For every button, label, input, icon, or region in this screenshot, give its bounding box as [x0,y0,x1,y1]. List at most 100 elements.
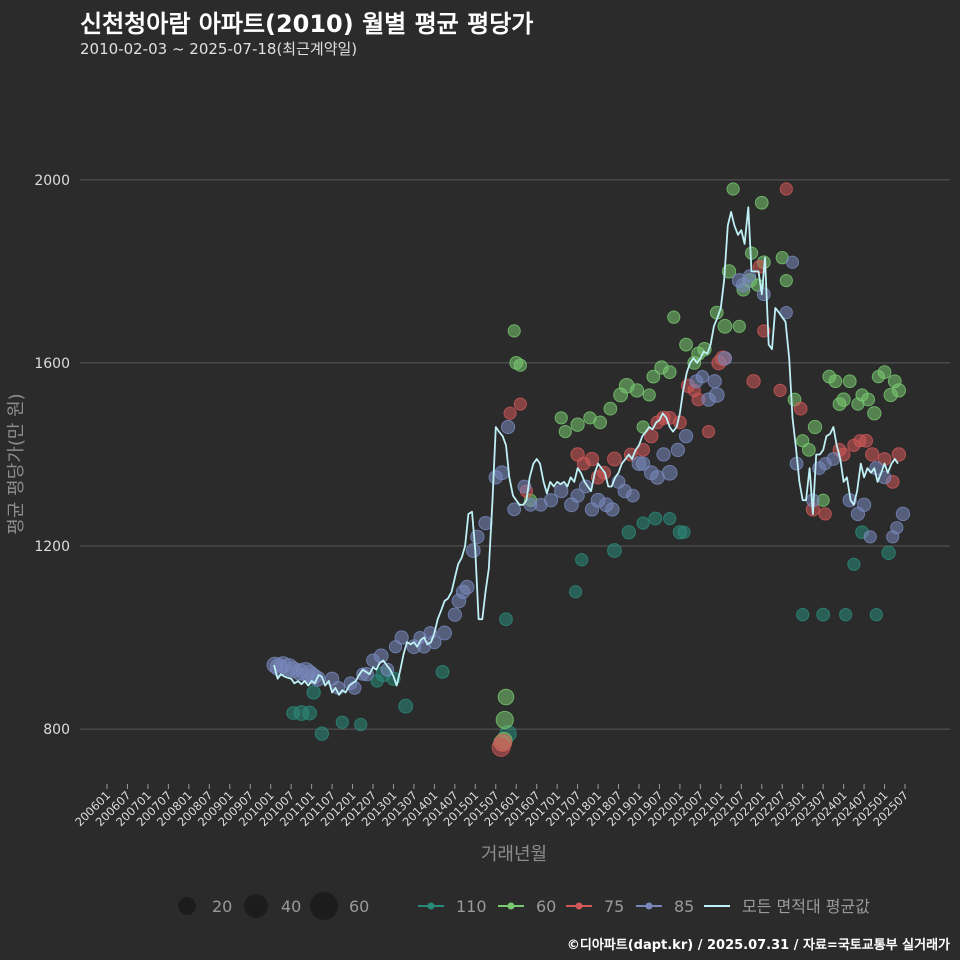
point-85-17 [373,648,389,664]
y-tick-label-2000: 2000 [34,173,70,189]
point-110-20 [663,511,677,526]
point-110-2 [302,705,317,721]
point-75-29 [793,401,808,416]
legend: 20 40 60 110 60 75 85 모든 면적대 평균값 [178,891,870,921]
point-75-2 [503,406,517,420]
legend-label-avg: 모든 면적대 평균값 [742,897,870,916]
point-110-17 [621,525,636,540]
point-85-54 [635,456,651,471]
point-110-16 [607,543,622,558]
point-85-72 [785,255,800,269]
legend-label-60: 60 [536,897,556,916]
point-85-37 [507,502,522,517]
point-85-27 [447,607,462,622]
point-85-64 [707,374,722,389]
point-60-4 [507,324,521,338]
point-85-71 [779,305,793,320]
legend-dot-85 [645,902,653,910]
point-110-24 [816,607,831,622]
point-85-65 [708,387,725,403]
point-85-49 [605,502,620,517]
point-110-3 [306,685,321,700]
point-85-44 [570,488,585,503]
point-85-86 [895,506,911,522]
point-85-26 [437,625,453,641]
point-110-5 [335,715,349,729]
point-60-22 [667,310,681,324]
point-60-48 [836,392,851,407]
average-price-line [273,206,899,696]
point-60-3 [497,688,515,706]
point-75-21 [701,424,716,439]
point-85-70 [756,287,771,302]
point-60-12 [593,415,608,430]
point-60-8 [554,411,568,425]
average-line [273,206,899,696]
point-75-26 [757,324,771,338]
point-75-1 [494,733,513,752]
point-85-13 [347,681,362,695]
point-60-42 [801,443,816,457]
point-85-31 [465,543,481,558]
legend-size-dot-40 [244,894,268,918]
legend-size-dot-20 [178,897,196,915]
legend-dot-75 [575,902,583,910]
point-85-20 [394,630,409,645]
point-110-25 [839,608,853,622]
point-60-30 [726,182,740,196]
y-axis-label: 평균 평당가(만 원) [6,393,27,534]
point-75-17 [673,415,687,430]
chart-subtitle: 2010-02-03 ~ 2025-07-18(최근계약일) [80,40,358,58]
point-60-52 [861,392,876,407]
point-85-30 [459,579,475,595]
point-60-46 [828,374,843,389]
point-110-26 [847,557,861,571]
point-60-9 [558,424,572,439]
y-axis-ticks: 800 1200 1600 2000 [34,173,70,738]
point-110-19 [648,511,663,526]
point-110-6 [354,717,368,732]
point-75-7 [584,451,600,467]
x-axis-label: 거래년월 [481,844,547,865]
y-tick-label-1200: 1200 [34,539,70,555]
point-60-49 [842,374,857,389]
y-tick-label-1600: 1600 [34,356,70,372]
point-60-13 [603,401,618,416]
point-110-22 [677,525,691,539]
point-85-35 [494,465,510,481]
legend-size-label-20: 20 [212,897,232,916]
y-tick-label-800: 800 [43,722,70,738]
legend-dot-110 [427,902,435,910]
point-85-66 [717,351,733,366]
point-75-40 [891,447,907,462]
point-110-4 [314,726,329,741]
point-75-27 [773,383,787,397]
legend-size-label-40: 40 [281,897,301,916]
point-60-43 [807,419,823,435]
point-110-12 [499,612,513,627]
point-110-15 [575,553,589,567]
chart-title: 신천청아람 아파트(2010) 월별 평균 평당가 [80,10,534,38]
point-85-81 [863,530,877,544]
point-75-3 [513,397,527,411]
point-60-2 [495,710,514,729]
x-axis-ticks: 2006012006072007012007072008012008072009… [72,784,911,829]
point-110-29 [881,545,896,561]
point-60-21 [662,365,677,379]
point-75-10 [607,451,622,467]
point-60-16 [629,383,645,398]
point-85-42 [554,483,569,499]
point-85-62 [695,370,710,384]
point-85-32 [470,529,485,544]
point-85-33 [478,515,493,531]
point-85-69 [742,269,757,283]
point-60-10 [570,417,585,432]
point-60-6 [513,358,527,372]
point-60-31 [732,319,746,333]
point-60-53 [867,406,882,421]
point-110-14 [568,585,583,599]
scatter-points [266,182,911,757]
point-85-52 [625,488,640,503]
point-60-55 [877,365,892,379]
